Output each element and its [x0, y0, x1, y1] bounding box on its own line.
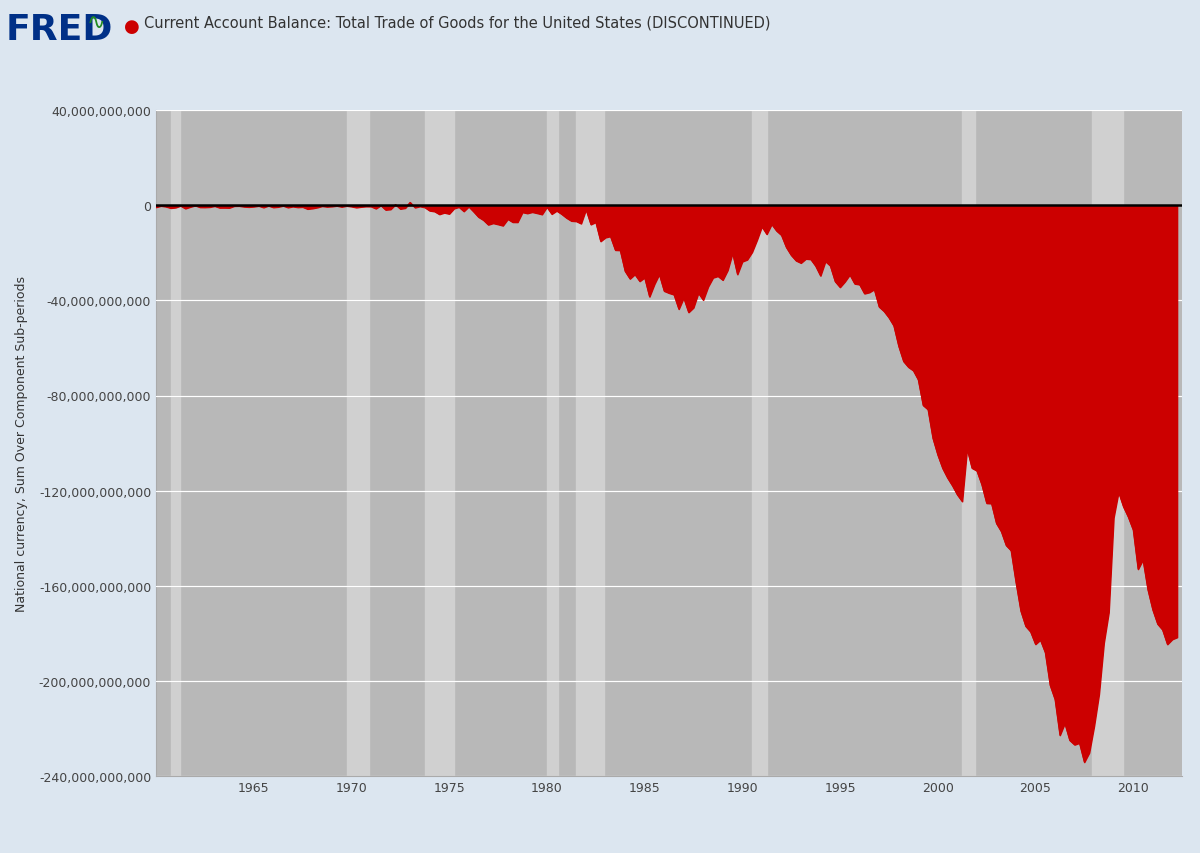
- Bar: [752, 111, 767, 776]
- Text: ∿: ∿: [86, 13, 106, 32]
- Text: ●: ●: [124, 18, 139, 36]
- Bar: [1092, 111, 1123, 776]
- Text: FRED: FRED: [6, 13, 113, 47]
- Bar: [962, 111, 976, 776]
- Bar: [347, 111, 370, 776]
- Bar: [576, 111, 604, 776]
- Text: Current Account Balance: Total Trade of Goods for the United States (DISCONTINUE: Current Account Balance: Total Trade of …: [144, 15, 770, 31]
- Bar: [170, 111, 180, 776]
- Bar: [547, 111, 558, 776]
- Y-axis label: National currency, Sum Over Component Sub-periods: National currency, Sum Over Component Su…: [14, 276, 28, 612]
- Bar: [425, 111, 454, 776]
